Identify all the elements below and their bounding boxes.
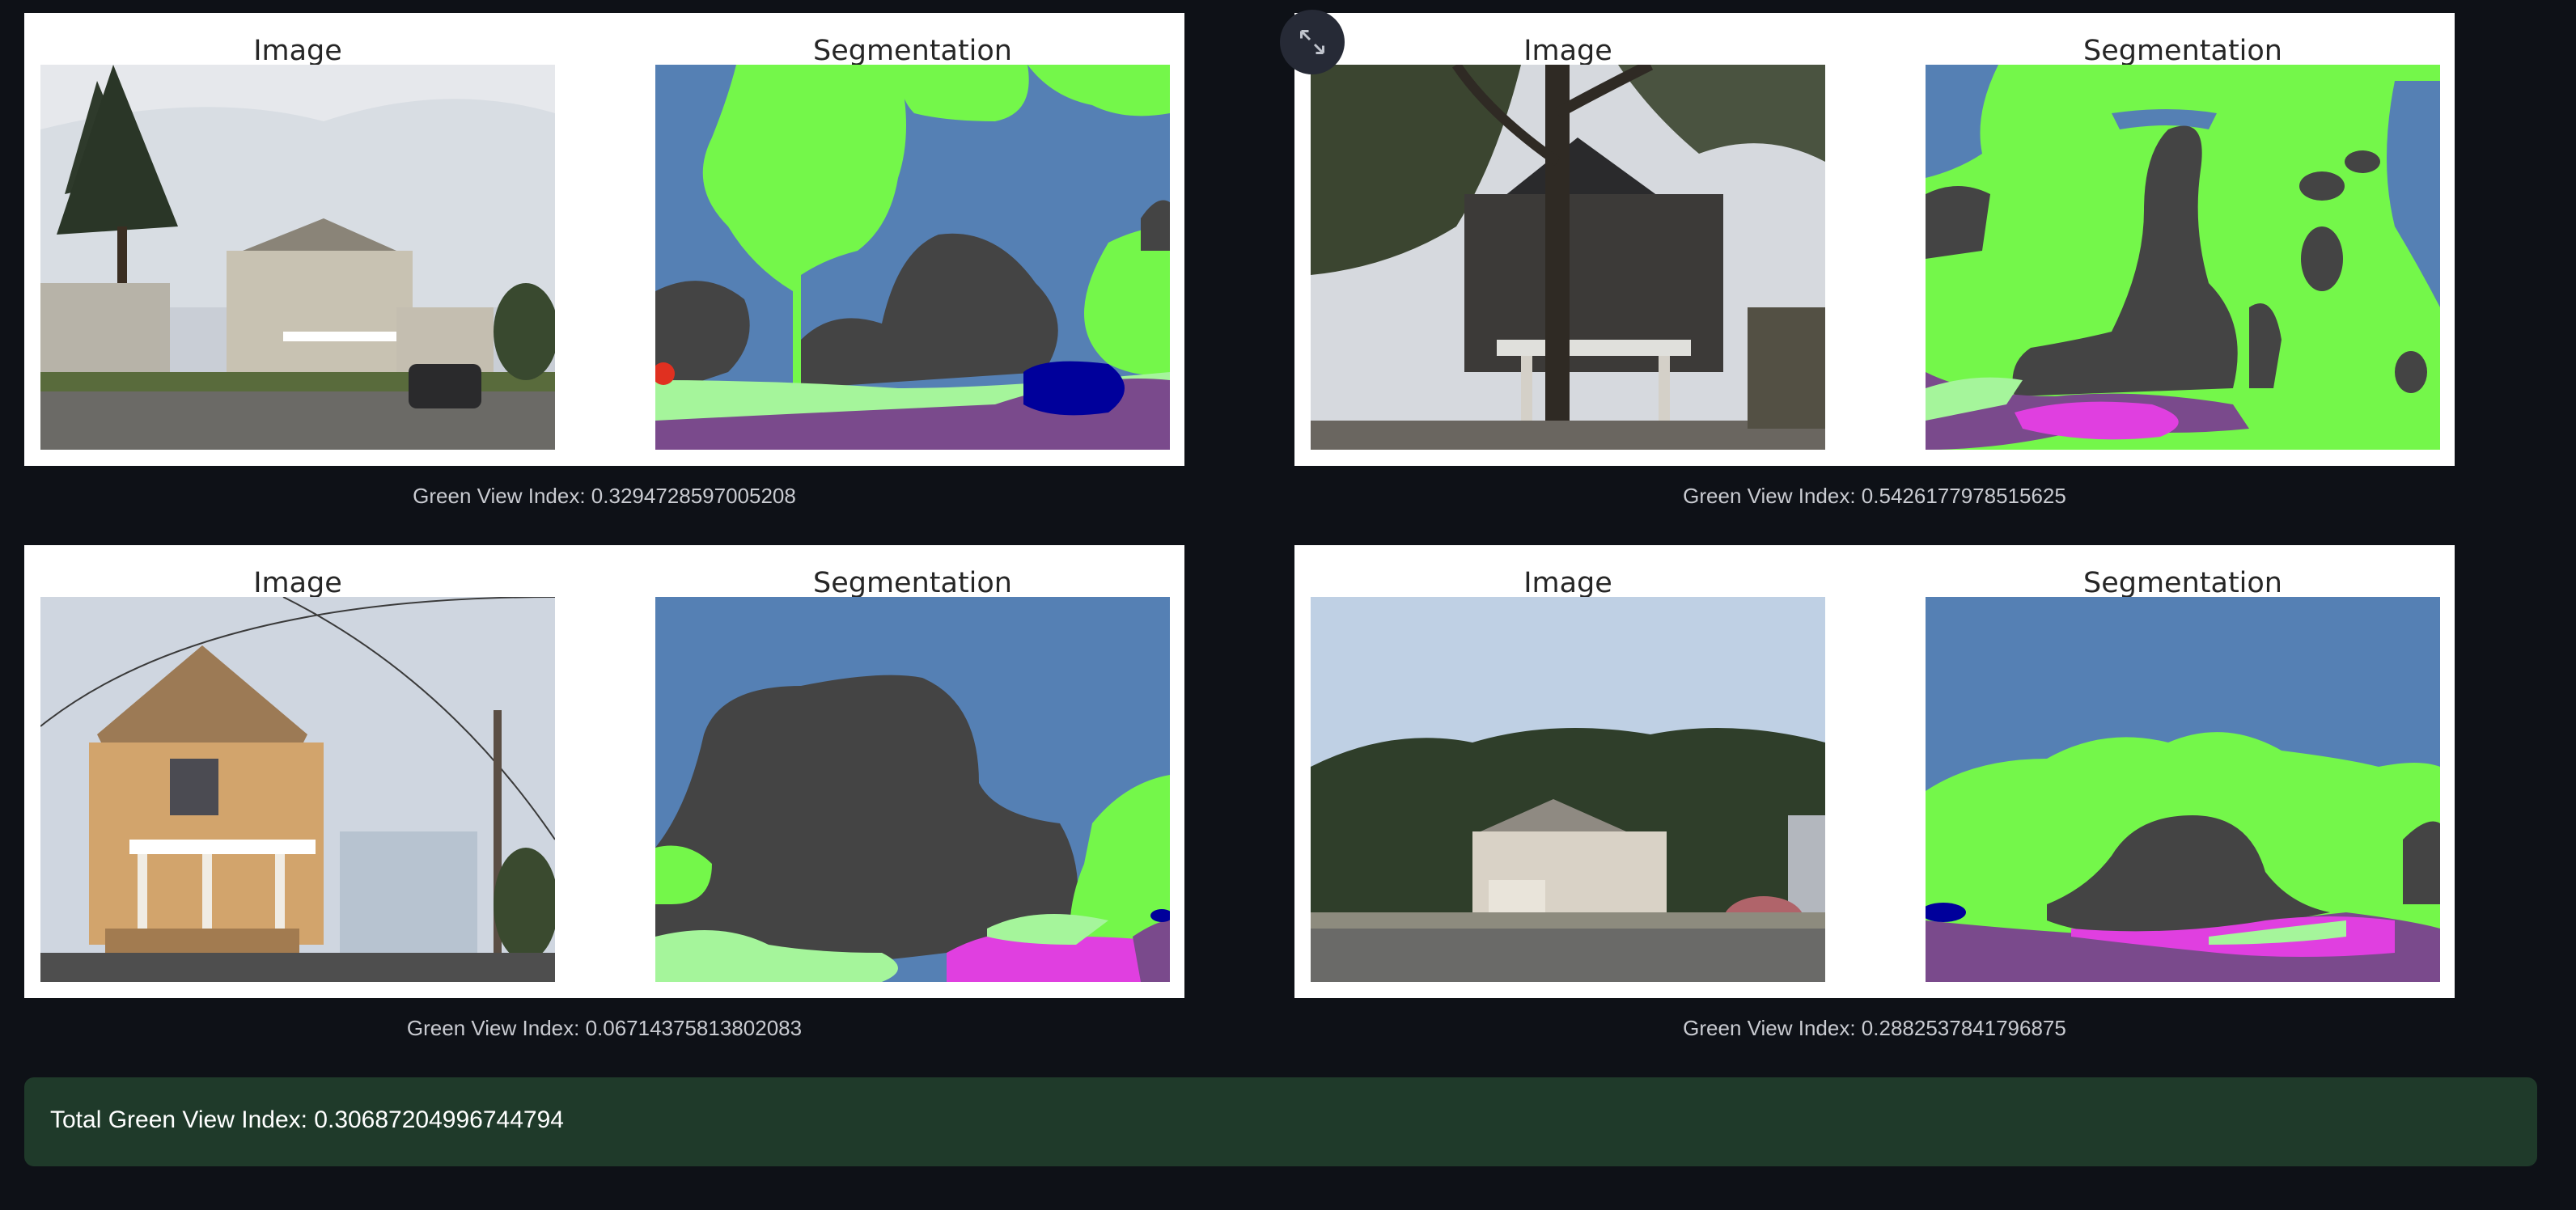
result-card-4: Image Segmentation — [1294, 545, 2455, 998]
street-photo — [40, 597, 555, 982]
green-view-index-caption: Green View Index: 0.5426177978515625 — [1683, 484, 2066, 508]
total-green-view-index-box: Total Green View Index: 0.30687204996744… — [24, 1077, 2537, 1166]
expand-icon[interactable] — [1280, 10, 1345, 74]
segmentation-title: Segmentation — [813, 35, 1012, 67]
image-title: Image — [1523, 35, 1612, 67]
image-title: Image — [1523, 567, 1612, 599]
result-card-1: Image Segmentation — [24, 13, 1184, 466]
street-photo — [40, 65, 555, 450]
segmentation-title: Segmentation — [813, 567, 1012, 599]
total-green-view-index-text: Total Green View Index: 0.30687204996744… — [50, 1106, 564, 1133]
result-card-2: Image Segmentation — [1294, 13, 2455, 466]
street-photo — [1311, 597, 1825, 982]
green-view-index-caption: Green View Index: 0.06714375813802083 — [406, 1016, 803, 1040]
segmentation-map — [1926, 597, 2440, 982]
segmentation-title: Segmentation — [2083, 567, 2282, 599]
segmentation-title: Segmentation — [2083, 35, 2282, 67]
result-card-3: Image Segmentation — [24, 545, 1184, 998]
segmentation-map — [655, 65, 1170, 450]
image-title: Image — [253, 567, 342, 599]
green-view-index-caption: Green View Index: 0.3294728597005208 — [413, 484, 796, 508]
segmentation-map — [1926, 65, 2440, 450]
image-title: Image — [253, 35, 342, 67]
segmentation-map — [655, 597, 1170, 982]
street-photo — [1311, 65, 1825, 450]
green-view-index-caption: Green View Index: 0.2882537841796875 — [1683, 1016, 2066, 1040]
